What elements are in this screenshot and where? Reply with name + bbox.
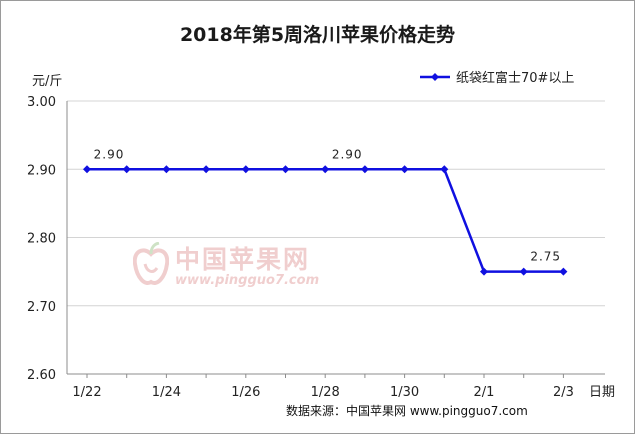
data-point: [83, 165, 91, 174]
x-tick-label: 1/22: [72, 385, 101, 400]
x-tick-label: 1/24: [152, 385, 181, 400]
x-tick-label: 2/1: [474, 385, 495, 400]
data-point: [202, 165, 211, 174]
series-line: [87, 168, 564, 273]
data-point: [241, 165, 250, 174]
y-tick-label: 2.80: [27, 232, 56, 247]
legend: 纸袋红富士70#以上: [420, 67, 574, 86]
data-point: [480, 267, 488, 276]
x-tick-label: 1/26: [231, 385, 260, 400]
y-tick-label: 2.70: [27, 300, 56, 315]
y-axis-unit: 元/斤: [32, 74, 63, 89]
x-tick-label: 1/28: [311, 385, 340, 400]
data-point: [281, 165, 290, 174]
data-point: [122, 165, 131, 174]
data-point: [162, 165, 171, 174]
data-source: 数据来源：中国苹果网 www.pingguo7.com: [286, 404, 528, 418]
y-tick-label: 2.90: [27, 163, 56, 178]
x-tick-label: 1/30: [390, 385, 419, 400]
data-point: [400, 165, 409, 174]
y-tick-label: 3.00: [27, 95, 56, 110]
data-point: [440, 165, 449, 174]
data-point: [559, 267, 568, 276]
data-point: [321, 165, 330, 174]
data-label: 2.75: [530, 250, 561, 264]
legend-label: 纸袋红富士70#以上: [456, 71, 575, 86]
y-tick-label: 2.60: [27, 368, 56, 383]
x-tick-label: 2/3: [553, 385, 574, 400]
data-label: 2.90: [332, 147, 363, 161]
data-point: [519, 267, 528, 276]
data-label: 2.90: [94, 147, 125, 161]
data-point: [360, 165, 369, 174]
x-axis-unit: 日期: [589, 385, 616, 400]
chart-title: 2018年第5周洛川苹果价格走势: [179, 24, 456, 46]
legend-line-marker-icon: [420, 72, 450, 81]
